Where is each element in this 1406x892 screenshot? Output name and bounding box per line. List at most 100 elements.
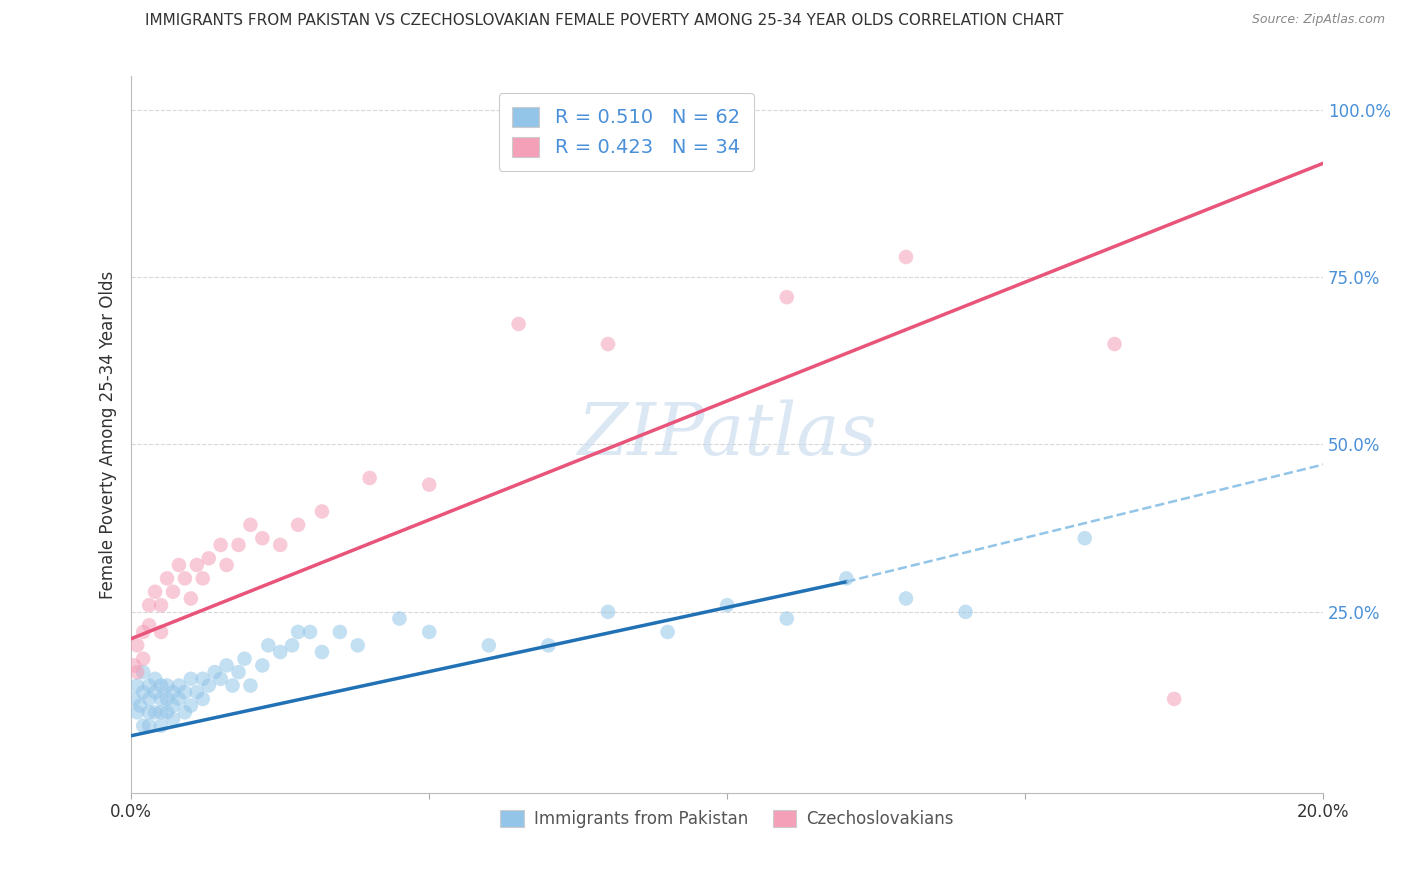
Point	[894, 591, 917, 606]
Point	[1104, 337, 1126, 351]
Point	[329, 624, 352, 639]
Point	[173, 706, 195, 720]
Point	[180, 591, 202, 606]
Point	[209, 672, 232, 686]
Point	[346, 638, 368, 652]
Point	[143, 672, 166, 686]
Point	[359, 471, 381, 485]
Point	[150, 692, 173, 706]
Point	[127, 706, 149, 720]
Point	[596, 605, 619, 619]
Point	[138, 692, 160, 706]
Point	[150, 706, 173, 720]
Point	[776, 290, 799, 304]
Point	[508, 317, 530, 331]
Point	[143, 685, 166, 699]
Text: ZIPatlas: ZIPatlas	[578, 400, 877, 470]
Point	[156, 706, 179, 720]
Point	[162, 698, 184, 713]
Point	[252, 658, 274, 673]
Point	[167, 692, 190, 706]
Point	[180, 672, 202, 686]
Point	[239, 679, 262, 693]
Point	[127, 665, 149, 680]
Point	[122, 692, 145, 706]
Point	[129, 698, 152, 713]
Point	[281, 638, 304, 652]
Point	[150, 624, 173, 639]
Point	[191, 672, 214, 686]
Point	[162, 685, 184, 699]
Point	[596, 337, 619, 351]
Point	[127, 679, 149, 693]
Point	[418, 624, 440, 639]
Point	[156, 571, 179, 585]
Point	[138, 719, 160, 733]
Point	[228, 538, 250, 552]
Point	[204, 665, 226, 680]
Point	[287, 624, 309, 639]
Point	[132, 685, 155, 699]
Point	[127, 638, 149, 652]
Text: Source: ZipAtlas.com: Source: ZipAtlas.com	[1251, 13, 1385, 27]
Point	[143, 706, 166, 720]
Point	[156, 679, 179, 693]
Point	[138, 598, 160, 612]
Point	[257, 638, 280, 652]
Point	[716, 598, 738, 612]
Point	[191, 692, 214, 706]
Point	[239, 517, 262, 532]
Point	[478, 638, 501, 652]
Point	[186, 685, 208, 699]
Point	[252, 531, 274, 545]
Point	[162, 712, 184, 726]
Point	[287, 517, 309, 532]
Point	[269, 645, 291, 659]
Point	[388, 611, 411, 625]
Y-axis label: Female Poverty Among 25-34 Year Olds: Female Poverty Among 25-34 Year Olds	[100, 270, 117, 599]
Point	[138, 618, 160, 632]
Point	[191, 571, 214, 585]
Point	[209, 538, 232, 552]
Point	[776, 611, 799, 625]
Point	[138, 679, 160, 693]
Point	[299, 624, 322, 639]
Point	[311, 504, 333, 518]
Point	[132, 665, 155, 680]
Point	[197, 679, 219, 693]
Point	[122, 658, 145, 673]
Point	[1163, 692, 1185, 706]
Point	[311, 645, 333, 659]
Point	[173, 571, 195, 585]
Point	[215, 558, 238, 572]
Point	[269, 538, 291, 552]
Point	[180, 698, 202, 713]
Point	[1074, 531, 1097, 545]
Point	[132, 624, 155, 639]
Text: IMMIGRANTS FROM PAKISTAN VS CZECHOSLOVAKIAN FEMALE POVERTY AMONG 25-34 YEAR OLDS: IMMIGRANTS FROM PAKISTAN VS CZECHOSLOVAK…	[145, 13, 1064, 29]
Point	[173, 685, 195, 699]
Point	[228, 665, 250, 680]
Point	[156, 692, 179, 706]
Point	[138, 706, 160, 720]
Point	[215, 658, 238, 673]
Point	[537, 638, 560, 652]
Point	[835, 571, 858, 585]
Point	[894, 250, 917, 264]
Point	[150, 598, 173, 612]
Point	[221, 679, 243, 693]
Point	[143, 584, 166, 599]
Point	[150, 679, 173, 693]
Point	[197, 551, 219, 566]
Point	[167, 679, 190, 693]
Point	[150, 719, 173, 733]
Point	[132, 719, 155, 733]
Point	[657, 624, 679, 639]
Point	[162, 584, 184, 599]
Point	[186, 558, 208, 572]
Point	[955, 605, 977, 619]
Point	[418, 477, 440, 491]
Point	[167, 558, 190, 572]
Point	[233, 651, 256, 665]
Legend: Immigrants from Pakistan, Czechoslovakians: Immigrants from Pakistan, Czechoslovakia…	[494, 803, 960, 835]
